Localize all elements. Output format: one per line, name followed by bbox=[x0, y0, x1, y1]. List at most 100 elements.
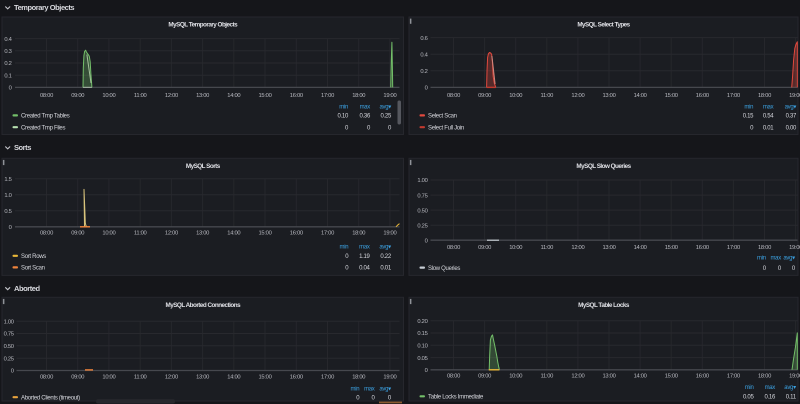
svg-text:16:00: 16:00 bbox=[696, 374, 709, 380]
svg-text:min: min bbox=[757, 256, 766, 262]
svg-text:09:00: 09:00 bbox=[71, 231, 84, 237]
svg-text:0: 0 bbox=[9, 86, 12, 92]
svg-text:0: 0 bbox=[778, 266, 782, 272]
svg-text:MySQL Temporary Objects: MySQL Temporary Objects bbox=[168, 22, 238, 29]
svg-text:min: min bbox=[340, 245, 349, 251]
svg-text:0: 0 bbox=[345, 126, 349, 132]
svg-text:19:00: 19:00 bbox=[789, 374, 800, 380]
svg-text:Select Scan: Select Scan bbox=[428, 114, 457, 120]
svg-text:1.0: 1.0 bbox=[4, 193, 11, 199]
svg-text:08:00: 08:00 bbox=[447, 245, 460, 251]
svg-text:min: min bbox=[339, 104, 348, 110]
svg-text:0.3: 0.3 bbox=[4, 49, 11, 55]
svg-text:10:00: 10:00 bbox=[509, 374, 522, 380]
svg-text:17:00: 17:00 bbox=[727, 245, 740, 251]
svg-text:0.04: 0.04 bbox=[359, 266, 370, 272]
svg-text:17:00: 17:00 bbox=[727, 374, 740, 380]
svg-text:10:00: 10:00 bbox=[102, 231, 115, 237]
svg-text:0.5: 0.5 bbox=[4, 209, 11, 215]
svg-text:MySQL Table Locks: MySQL Table Locks bbox=[578, 302, 630, 309]
svg-text:10:00: 10:00 bbox=[102, 374, 115, 380]
svg-text:17:00: 17:00 bbox=[321, 374, 334, 380]
svg-text:0: 0 bbox=[345, 266, 349, 272]
svg-text:15:00: 15:00 bbox=[258, 374, 271, 380]
svg-text:16:00: 16:00 bbox=[696, 93, 709, 99]
svg-text:14:00: 14:00 bbox=[634, 374, 647, 380]
svg-text:1.00: 1.00 bbox=[4, 319, 14, 325]
svg-text:13:00: 13:00 bbox=[602, 93, 615, 99]
svg-text:11:00: 11:00 bbox=[541, 93, 554, 99]
svg-text:min: min bbox=[351, 386, 360, 392]
svg-text:0.16: 0.16 bbox=[765, 395, 776, 401]
svg-text:12:00: 12:00 bbox=[571, 374, 584, 380]
svg-text:min: min bbox=[744, 104, 753, 110]
svg-text:avg▾: avg▾ bbox=[785, 104, 797, 110]
svg-text:MySQL Select Types: MySQL Select Types bbox=[577, 22, 630, 29]
svg-text:18:00: 18:00 bbox=[758, 374, 771, 380]
svg-text:1.19: 1.19 bbox=[359, 254, 370, 260]
svg-text:avg▾: avg▾ bbox=[380, 104, 392, 110]
svg-text:15:00: 15:00 bbox=[665, 245, 678, 251]
svg-text:11:00: 11:00 bbox=[134, 93, 147, 99]
svg-text:1.5: 1.5 bbox=[4, 177, 11, 183]
svg-text:Slow Queries: Slow Queries bbox=[428, 266, 460, 272]
svg-text:max: max bbox=[360, 104, 371, 110]
svg-text:0: 0 bbox=[388, 396, 392, 402]
svg-text:11:00: 11:00 bbox=[541, 374, 554, 380]
svg-text:0.50: 0.50 bbox=[417, 208, 427, 214]
svg-text:0.4: 0.4 bbox=[420, 52, 428, 58]
svg-text:11:00: 11:00 bbox=[541, 245, 554, 251]
svg-text:0: 0 bbox=[425, 86, 428, 92]
svg-text:13:00: 13:00 bbox=[196, 231, 209, 237]
svg-text:18:00: 18:00 bbox=[352, 93, 365, 99]
svg-text:MySQL Aborted Connections: MySQL Aborted Connections bbox=[165, 302, 241, 309]
svg-text:0.36: 0.36 bbox=[360, 114, 371, 120]
svg-text:1.00: 1.00 bbox=[417, 178, 427, 184]
svg-text:0.10: 0.10 bbox=[338, 114, 349, 120]
svg-text:0: 0 bbox=[345, 254, 349, 260]
svg-text:0.05: 0.05 bbox=[417, 356, 427, 362]
svg-text:19:00: 19:00 bbox=[383, 93, 396, 99]
svg-text:0.75: 0.75 bbox=[417, 193, 427, 199]
svg-text:Created Tmp Tables: Created Tmp Tables bbox=[21, 114, 70, 120]
svg-text:max: max bbox=[770, 256, 781, 262]
svg-text:18:00: 18:00 bbox=[758, 245, 771, 251]
svg-text:18:00: 18:00 bbox=[352, 374, 365, 380]
svg-text:09:00: 09:00 bbox=[71, 93, 84, 99]
svg-text:19:00: 19:00 bbox=[383, 231, 396, 237]
svg-text:17:00: 17:00 bbox=[727, 93, 740, 99]
svg-text:Sort Rows: Sort Rows bbox=[21, 254, 46, 260]
svg-text:14:00: 14:00 bbox=[634, 93, 647, 99]
svg-text:0.54: 0.54 bbox=[763, 114, 774, 120]
svg-text:0.10: 0.10 bbox=[417, 344, 427, 350]
svg-text:min: min bbox=[745, 385, 754, 391]
svg-text:0.37: 0.37 bbox=[786, 114, 797, 120]
svg-text:Sort Scan: Sort Scan bbox=[21, 266, 45, 272]
svg-text:14:00: 14:00 bbox=[227, 231, 240, 237]
svg-text:0.20: 0.20 bbox=[417, 319, 427, 325]
svg-text:0: 0 bbox=[356, 396, 360, 402]
svg-text:08:00: 08:00 bbox=[40, 93, 53, 99]
svg-text:0.25: 0.25 bbox=[4, 356, 14, 362]
svg-text:0.00: 0.00 bbox=[786, 126, 797, 132]
svg-text:Aborted: Aborted bbox=[14, 284, 40, 293]
svg-text:0: 0 bbox=[9, 225, 12, 231]
svg-text:MySQL Sorts: MySQL Sorts bbox=[186, 163, 221, 170]
svg-text:08:00: 08:00 bbox=[40, 231, 53, 237]
svg-text:0: 0 bbox=[371, 396, 375, 402]
svg-text:10:00: 10:00 bbox=[102, 93, 115, 99]
svg-text:avg▾: avg▾ bbox=[784, 385, 796, 391]
svg-text:0: 0 bbox=[425, 238, 428, 244]
svg-text:10:00: 10:00 bbox=[509, 93, 522, 99]
svg-text:12:00: 12:00 bbox=[165, 374, 178, 380]
svg-text:13:00: 13:00 bbox=[196, 374, 209, 380]
svg-text:0.15: 0.15 bbox=[417, 331, 427, 337]
svg-text:16:00: 16:00 bbox=[290, 231, 303, 237]
svg-text:09:00: 09:00 bbox=[478, 93, 491, 99]
svg-text:Created Tmp Files: Created Tmp Files bbox=[21, 126, 65, 132]
svg-text:14:00: 14:00 bbox=[227, 374, 240, 380]
svg-text:12:00: 12:00 bbox=[571, 93, 584, 99]
svg-text:11:00: 11:00 bbox=[134, 231, 147, 237]
svg-text:0.1: 0.1 bbox=[4, 73, 11, 79]
svg-text:0: 0 bbox=[11, 369, 14, 375]
